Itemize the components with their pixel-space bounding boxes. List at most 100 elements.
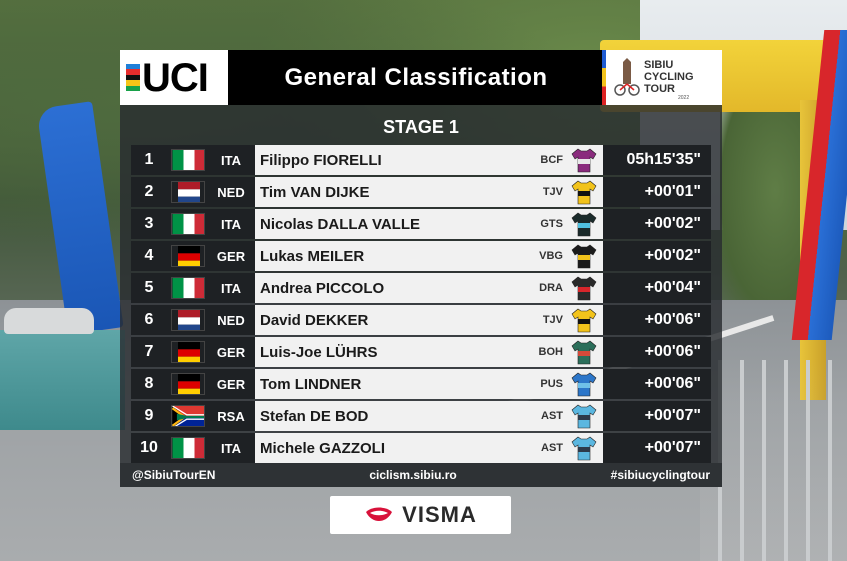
uci-logo: UCI (120, 50, 228, 105)
team-code: DRA (539, 282, 563, 294)
team-code: GTS (540, 218, 563, 230)
gc-time: +00'07" (603, 401, 711, 431)
parked-car (4, 308, 94, 334)
table-row: 8 GER Tom LINDNER PUS +00'06" (131, 369, 711, 399)
team-jersey-icon (570, 403, 598, 429)
team-jersey-icon (570, 435, 598, 461)
rider-cell: Tom LINDNER PUS (255, 369, 603, 399)
country-flag-icon (171, 373, 205, 395)
rank: 8 (131, 369, 167, 399)
rider-cell: Nicolas DALLA VALLE GTS (255, 209, 603, 239)
gc-time: 05h15'35" (603, 145, 711, 175)
rider-name: Filippo FIORELLI (260, 151, 382, 169)
gc-time: +00'07" (603, 433, 711, 463)
table-row: 5 ITA Andrea PICCOLO DRA +00'04" (131, 273, 711, 303)
country-flag-icon (171, 213, 205, 235)
nationality: ITA (207, 209, 255, 239)
uci-logo-text: UCI (142, 55, 209, 100)
rank: 6 (131, 305, 167, 335)
country-flag-icon (171, 277, 205, 299)
country-flag-icon (171, 181, 205, 203)
tour-logo-year: 2022 (678, 95, 690, 101)
country-flag-icon (171, 309, 205, 331)
country-flag-icon (171, 341, 205, 363)
rank: 9 (131, 401, 167, 431)
team-jersey-icon (570, 307, 598, 333)
twitter-handle: @SibiuTourEN (132, 468, 216, 482)
flag-cell (167, 337, 207, 367)
rider-cell: Michele GAZZOLI AST (255, 433, 603, 463)
flag-cell (167, 305, 207, 335)
gc-time: +00'06" (603, 369, 711, 399)
rank: 2 (131, 177, 167, 207)
country-flag-icon (171, 437, 205, 459)
visma-swirl-icon (366, 507, 393, 521)
hashtag: #sibiucyclingtour (610, 468, 710, 482)
rank: 1 (131, 145, 167, 175)
table-row: 6 NED David DEKKER TJV +00'06" (131, 305, 711, 335)
nationality: GER (207, 337, 255, 367)
team-code: BCF (540, 154, 563, 166)
gc-time: +00'01" (603, 177, 711, 207)
rank: 3 (131, 209, 167, 239)
team-code: TJV (542, 186, 563, 198)
flag-cell (167, 433, 207, 463)
rider-cell: Andrea PICCOLO DRA (255, 273, 603, 303)
country-flag-icon (171, 405, 205, 427)
rider-name: Luis-Joe LÜHRS (260, 343, 378, 361)
rider-name: Tim VAN DIJKE (260, 183, 370, 201)
page-title: General Classification (284, 63, 548, 91)
table-row: 2 NED Tim VAN DIJKE TJV +00'01" (131, 177, 711, 207)
standings-table: 1 ITA Filippo FIORELLI BCF 05h15'35" 2 NED Tim … (131, 145, 711, 465)
uci-stripe (126, 63, 140, 70)
table-row: 10 ITA Michele GAZZOLI AST +00'07" (131, 433, 711, 463)
team-jersey-icon (570, 371, 598, 397)
tour-logo-stripe (602, 50, 606, 105)
table-row: 1 ITA Filippo FIORELLI BCF 05h15'35" (131, 145, 711, 175)
rider-name: Stefan DE BOD (260, 407, 369, 425)
nationality: ITA (207, 433, 255, 463)
sibiu-cycling-tour-logo: SIBIU CYCLING TOUR 2022 (602, 50, 722, 105)
uci-stripe (126, 85, 140, 92)
team-code: TJV (542, 314, 563, 326)
rank: 4 (131, 241, 167, 271)
flag-cell (167, 273, 207, 303)
team-jersey-icon (570, 211, 598, 237)
team-jersey-icon (570, 179, 598, 205)
tower-cyclist-icon (614, 58, 640, 96)
stage-label: STAGE 1 (383, 117, 459, 137)
rank: 7 (131, 337, 167, 367)
team-code: AST (541, 442, 563, 454)
flag-cell (167, 209, 207, 239)
gc-time: +00'04" (603, 273, 711, 303)
rider-cell: David DEKKER TJV (255, 305, 603, 335)
sponsor-name: VISMA (402, 502, 477, 527)
nationality: ITA (207, 273, 255, 303)
uci-stripe (126, 80, 140, 86)
nationality: GER (207, 241, 255, 271)
website: ciclism.sibiu.ro (369, 468, 457, 482)
table-row: 9 RSA Stefan DE BOD AST +00'07" (131, 401, 711, 431)
nationality: ITA (207, 145, 255, 175)
uci-stripe (126, 74, 140, 81)
rider-name: Andrea PICCOLO (260, 279, 385, 297)
rider-cell: Luis-Joe LÜHRS BOH (255, 337, 603, 367)
table-row: 7 GER Luis-Joe LÜHRS BOH +00'06" (131, 337, 711, 367)
gc-time: +00'06" (603, 337, 711, 367)
team-code: VBG (539, 250, 563, 262)
rider-cell: Tim VAN DIJKE TJV (255, 177, 603, 207)
rider-name: Tom LINDNER (260, 375, 362, 393)
table-row: 4 GER Lukas MEILER VBG +00'02" (131, 241, 711, 271)
table-row: 3 ITA Nicolas DALLA VALLE GTS +00'02" (131, 209, 711, 239)
rider-name: Michele GAZZOLI (260, 439, 386, 457)
uci-stripe (126, 69, 140, 75)
rider-cell: Filippo FIORELLI BCF (255, 145, 603, 175)
flag-cell (167, 177, 207, 207)
team-jersey-icon (570, 243, 598, 269)
sponsor-logo: VISMA (330, 496, 511, 534)
country-flag-icon (171, 149, 205, 171)
team-code: BOH (538, 346, 563, 358)
team-code: PUS (540, 378, 563, 390)
nationality: NED (207, 177, 255, 207)
team-code: AST (541, 410, 563, 422)
